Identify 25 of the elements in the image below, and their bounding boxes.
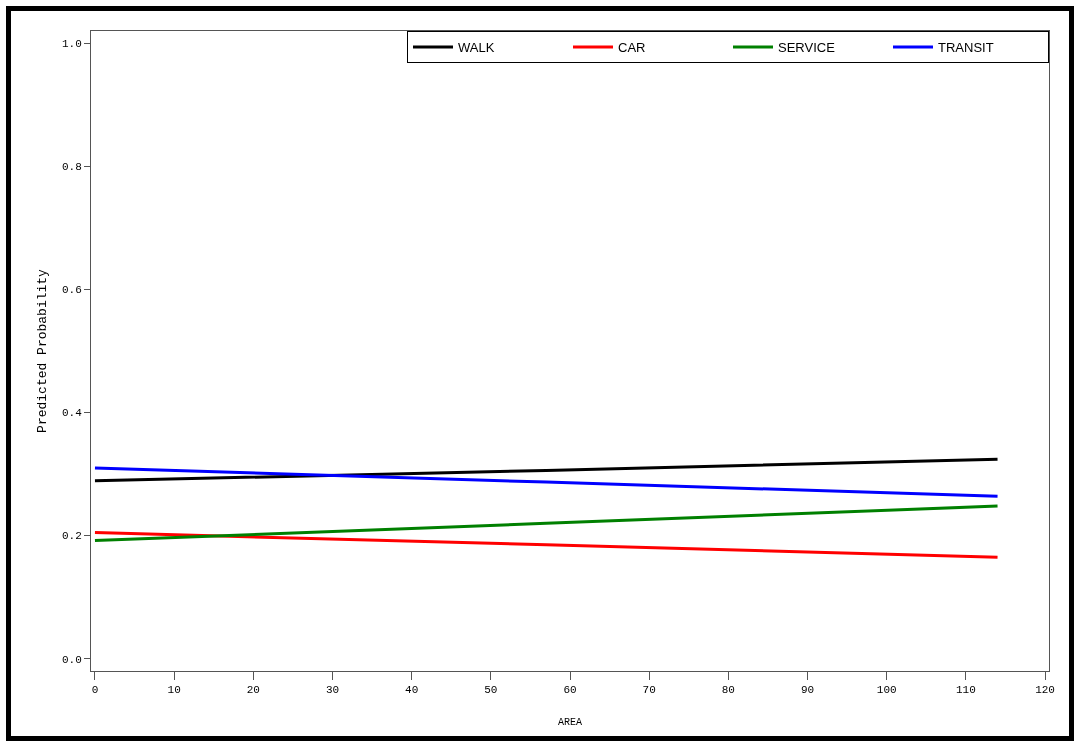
x-tick-label: 50	[484, 684, 498, 697]
y-tick-label: 0.4	[61, 407, 83, 420]
x-tick-label: 20	[246, 684, 260, 697]
x-tick-label: 100	[876, 684, 897, 697]
legend-label: CAR	[618, 40, 646, 56]
y-axis-title: Predicted Probability	[34, 268, 50, 433]
x-axis-title: AREA	[557, 716, 583, 728]
x-tick-label: 70	[642, 684, 656, 697]
legend-label: SERVICE	[778, 40, 836, 56]
y-tick-label: 0.2	[61, 530, 82, 543]
x-tick-label: 80	[721, 684, 735, 697]
x-tick-label: 120	[1035, 684, 1055, 697]
x-tick-label: 110	[955, 684, 976, 697]
legend-label: TRANSIT	[938, 40, 994, 56]
x-tick-label: 40	[405, 684, 419, 697]
x-tick-label: 60	[563, 684, 577, 697]
x-tick-label: 10	[167, 684, 181, 697]
x-tick-label: 30	[325, 684, 340, 697]
y-tick-label: 0.6	[61, 284, 82, 297]
x-tick-label: 90	[800, 684, 815, 697]
y-tick-label: 0.0	[61, 653, 82, 666]
x-tick-label: 0	[91, 684, 99, 697]
legend-label: WALK	[458, 40, 495, 56]
y-tick-label: 1.0	[61, 38, 82, 51]
y-tick-label: 0.8	[61, 161, 82, 174]
